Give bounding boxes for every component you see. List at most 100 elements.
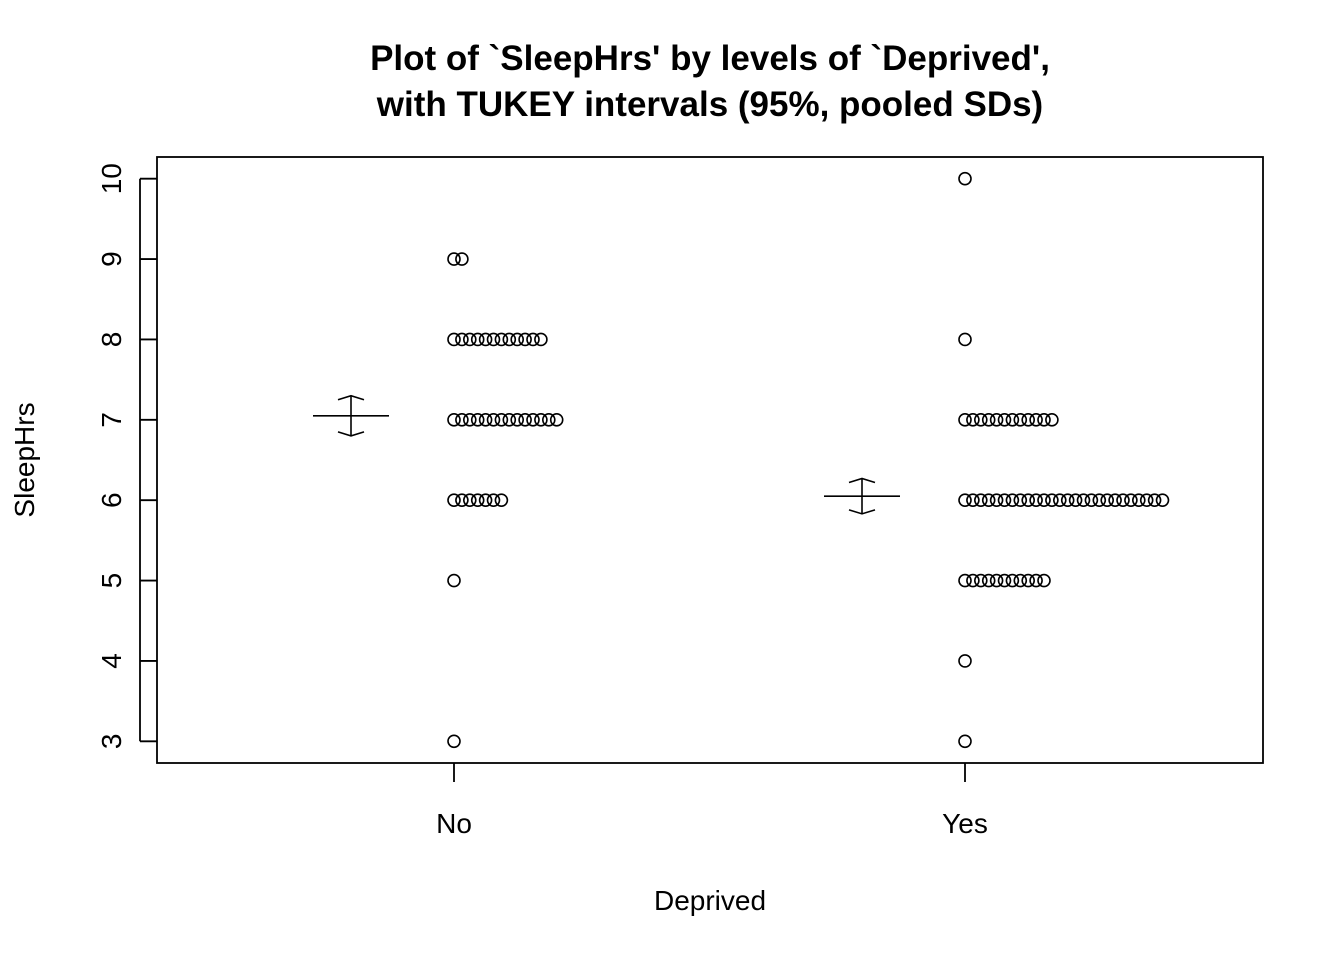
- data-point: [462, 332, 477, 347]
- data-point: [958, 332, 972, 347]
- data-point: [1084, 493, 1099, 507]
- data-point: [518, 332, 532, 347]
- data-point: [1013, 413, 1028, 427]
- data-point: [989, 413, 1004, 427]
- y-tick-label: 10: [96, 163, 127, 194]
- data-point: [462, 493, 477, 507]
- data-point: [447, 332, 461, 347]
- data-point: [526, 332, 540, 347]
- data-point: [1053, 493, 1067, 507]
- data-point: [989, 573, 1004, 588]
- data-point: [526, 413, 540, 427]
- data-point: [1021, 573, 1035, 588]
- data-point: [534, 332, 548, 347]
- data-point: [973, 413, 988, 427]
- data-point: [1116, 493, 1130, 507]
- data-point: [1100, 493, 1114, 507]
- data-point: [478, 332, 493, 347]
- data-points: [447, 171, 1170, 749]
- data-point: [1068, 493, 1083, 507]
- y-tick-label: 8: [96, 332, 127, 348]
- data-point: [447, 493, 461, 507]
- data-point: [1037, 413, 1051, 427]
- data-point: [1108, 493, 1122, 507]
- data-point: [1005, 493, 1020, 507]
- data-point: [494, 493, 509, 507]
- data-point: [1147, 493, 1162, 507]
- y-tick-label: 5: [96, 573, 127, 589]
- data-point: [1155, 493, 1170, 507]
- data-point: [1005, 573, 1020, 588]
- data-point: [958, 171, 972, 186]
- data-point: [966, 413, 980, 427]
- data-point: [494, 332, 509, 347]
- data-point: [981, 493, 996, 507]
- data-point: [447, 413, 461, 427]
- data-point: [1013, 573, 1028, 588]
- data-point: [455, 332, 469, 347]
- data-point: [958, 493, 972, 507]
- data-point: [1139, 493, 1154, 507]
- data-point: [502, 332, 517, 347]
- data-point: [510, 332, 525, 347]
- data-point: [502, 413, 517, 427]
- data-point: [958, 573, 972, 588]
- data-point: [1021, 413, 1035, 427]
- data-point: [958, 734, 972, 749]
- data-point: [470, 332, 485, 347]
- data-point: [510, 413, 525, 427]
- data-point: [997, 493, 1012, 507]
- data-point: [958, 413, 972, 427]
- data-point: [981, 573, 996, 588]
- data-point: [1037, 493, 1051, 507]
- chart-title-line-1: Plot of `SleepHrs' by levels of `Deprive…: [370, 39, 1050, 78]
- plot-frame: [156, 156, 1264, 764]
- data-point: [541, 413, 556, 427]
- data-point: [462, 413, 477, 427]
- data-point: [518, 413, 532, 427]
- data-point: [981, 413, 996, 427]
- data-point: [1076, 493, 1091, 507]
- data-point: [1005, 413, 1020, 427]
- data-point: [1132, 493, 1146, 507]
- data-point: [973, 573, 988, 588]
- data-point: [447, 573, 461, 588]
- data-point: [989, 493, 1004, 507]
- x-axis: No Yes: [436, 763, 988, 839]
- data-point: [470, 493, 485, 507]
- data-point: [470, 413, 485, 427]
- data-point: [486, 332, 501, 347]
- y-tick-label: 4: [96, 653, 127, 669]
- data-point: [478, 493, 493, 507]
- data-point: [1029, 413, 1043, 427]
- data-point: [534, 413, 548, 427]
- data-point: [1037, 573, 1051, 588]
- y-tick-label: 7: [96, 412, 127, 428]
- y-tick-label: 3: [96, 734, 127, 750]
- data-point: [486, 493, 501, 507]
- data-point: [1124, 493, 1138, 507]
- x-tick-label: No: [436, 808, 472, 839]
- y-axis: 3 4 5 6 7 8 9 10: [96, 163, 157, 749]
- y-axis-title: SleepHrs: [9, 402, 40, 517]
- y-tick-label: 9: [96, 251, 127, 267]
- interval-upper-cap: [848, 477, 876, 484]
- data-point: [549, 413, 564, 427]
- y-tick-label: 6: [96, 492, 127, 508]
- data-point: [973, 493, 988, 507]
- data-point: [447, 734, 461, 749]
- data-point: [478, 413, 493, 427]
- data-point: [1092, 493, 1107, 507]
- data-point: [1045, 413, 1059, 427]
- data-point: [997, 413, 1012, 427]
- tukey-intervals: [313, 394, 900, 515]
- data-point: [447, 252, 461, 266]
- data-point: [997, 573, 1012, 588]
- x-tick-label: Yes: [942, 808, 988, 839]
- data-point: [966, 493, 980, 507]
- x-axis-title: Deprived: [654, 885, 766, 916]
- data-point: [455, 413, 469, 427]
- data-point: [1029, 573, 1043, 588]
- chart-title-line-2: with TUKEY intervals (95%, pooled SDs): [376, 85, 1043, 124]
